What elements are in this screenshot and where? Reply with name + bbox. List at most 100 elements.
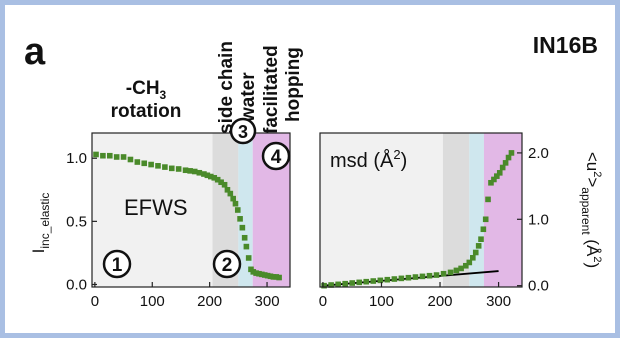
left-data-point [162,164,168,170]
right-data-point [480,226,487,233]
region-marker-2-number: 2 [222,255,233,276]
right-data-point [447,269,454,276]
right-xtick-label: 200 [428,293,453,310]
left-ytick-label: 1.0 [66,150,87,167]
right-ylabel-unit-sup: 2 [591,256,603,262]
rotation-label-line2: rotation [111,101,182,122]
right-rotation-region [320,133,443,287]
left-data-point [276,274,282,281]
left-data-point [237,216,243,222]
left-data-point [127,156,134,163]
left-data-point [253,270,259,276]
right-data-point [405,274,412,281]
left-data-point [270,274,277,280]
right-data-point [426,272,433,279]
msd-annotation-main: msd (Å [330,149,394,172]
left-data-point [100,152,106,159]
right-data-point [377,277,384,284]
right-data-points [321,150,515,289]
right-data-point [508,150,515,156]
left-plot-frame [91,132,291,288]
right-data-point [433,272,440,278]
right-ytick-label: 0.0 [528,278,549,295]
left-data-point [227,190,234,197]
region-marker-2-circle [212,249,242,279]
left-data-point [187,168,193,174]
right-ylabel-unit-end: ) [583,263,602,269]
region-marker-1-circle [102,249,132,279]
left-data-point [243,243,250,250]
left-ytick-label: 0.5 [66,213,87,230]
panel-letter: a [24,31,46,73]
right-plot-frame [319,132,523,288]
left-data-point [175,166,182,172]
right-ylabel-main: <u [583,152,602,171]
facilitated-label: facilitated [261,45,282,134]
right-ylabel-sub: apparent [579,187,593,235]
left-data-point [261,272,268,278]
left-data-point [264,272,271,279]
left-data-point [155,163,161,169]
msd-annotation-sup: 2 [393,147,400,162]
right-data-point [363,278,370,285]
right-data-point [485,196,491,203]
right-data-point [458,265,464,272]
left-xtick-label: 100 [140,293,165,310]
left-data-point [106,152,113,159]
right-data-point [440,270,447,277]
region-marker-3-circle [229,117,257,145]
left-data-point [201,171,207,177]
sidechain-label: side chain [216,41,237,134]
region-marker-1: 1 [102,249,132,279]
left-data-point [168,165,175,172]
left-data-point [204,172,211,179]
left-data-point [196,169,203,176]
rotation-label-sub: 3 [160,88,167,102]
left-data-point [141,160,148,167]
right-xtick-label: 100 [369,293,394,310]
right-data-point [391,276,398,282]
region-marker-2: 2 [212,249,242,279]
left-data-point [148,161,154,168]
left-data-point [239,224,246,231]
left-data-point [221,181,228,188]
right-data-point [398,275,405,282]
right-xtick-label: 0 [319,293,327,310]
right-data-point [342,280,348,287]
right-sidechain-region [442,133,470,287]
region-marker-1-number: 1 [112,255,123,276]
left-data-point [211,175,218,181]
left-xtick-label: 200 [197,293,222,310]
right-ylabel-sup: 2 [591,171,603,177]
left-data-point [241,234,248,241]
region-marker-4-circle [261,141,291,171]
left-data-point [182,167,189,174]
left-data-point [232,200,239,207]
right-data-point [488,179,494,186]
right-data-point [384,276,391,283]
right-ytick-label: 2.0 [528,145,549,162]
right-ylabel: <u2>apparent (Å2) [579,152,603,268]
right-data-point [370,278,377,284]
water-label: water [238,72,259,123]
left-ylabel-main: I [29,249,48,254]
right-data-point [335,281,341,288]
left-data-point [113,154,120,160]
left-data-point [208,173,214,180]
right-hopping-region [483,133,522,287]
left-ytick-label: 0.0 [66,276,87,293]
right-region-backgrounds [320,133,522,287]
left-data-points [93,151,282,281]
right-data-point [482,216,489,223]
right-ytick-label: 1.0 [528,211,549,228]
right-data-point [349,280,356,286]
left-xtick-label: 0 [91,293,99,310]
left-data-point [250,269,257,275]
left-data-point [259,271,265,278]
left-data-point [134,159,141,165]
left-data-point [245,255,252,261]
right-ylabel-gt: > [583,177,602,187]
left-ylabel-sub: inc_elastic [38,193,52,249]
right-data-point [356,279,363,286]
right-data-point [478,236,484,243]
